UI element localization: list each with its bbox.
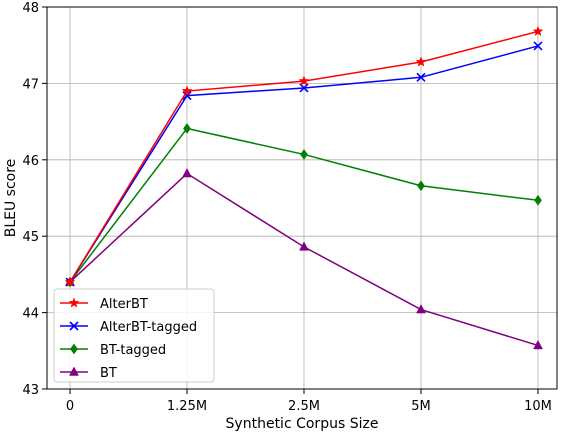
legend: AlterBT AlterBT-tagged BT-tagged BT — [53, 288, 215, 383]
legend-label: AlterBT-tagged — [100, 320, 197, 335]
data-point — [300, 149, 308, 160]
legend-marker — [69, 321, 79, 331]
series-alterbt-tagged — [65, 41, 543, 287]
y-tick-label: 43 — [22, 383, 39, 398]
legend-marker — [70, 343, 78, 355]
data-point — [183, 123, 191, 134]
data-point — [415, 56, 427, 67]
data-point — [298, 75, 310, 86]
data-point — [534, 194, 542, 206]
x-tick-label: 1.25M — [167, 399, 207, 414]
legend-label: BT — [100, 366, 117, 381]
legend-label: AlterBT — [100, 297, 148, 312]
legend-item: AlterBT-tagged — [60, 320, 197, 335]
legend-label: BT-tagged — [100, 343, 166, 358]
legend-item: BT-tagged — [60, 343, 166, 358]
x-tick-label: 0 — [66, 399, 74, 414]
y-tick-label: 47 — [22, 77, 39, 92]
data-point — [533, 41, 543, 51]
data-point — [533, 339, 543, 350]
axis-ticks: 0 1.25M 2.5M 5M 10M 43 44 45 46 47 48 — [22, 1, 551, 414]
data-point — [417, 180, 425, 192]
y-tick-label: 44 — [22, 307, 39, 322]
legend-marker — [69, 366, 79, 376]
data-point — [64, 276, 76, 287]
y-tick-label: 46 — [22, 154, 39, 169]
legend-box — [53, 288, 215, 383]
y-axis-label: BLEU score — [3, 159, 19, 238]
x-tick-label: 5M — [411, 399, 431, 414]
data-point — [416, 304, 426, 314]
data-point — [532, 25, 544, 37]
legend-item: BT — [60, 366, 117, 381]
legend-item: AlterBT — [60, 297, 148, 312]
y-tick-label: 48 — [22, 1, 39, 16]
x-tick-label: 2.5M — [288, 399, 320, 414]
data-point — [299, 83, 309, 93]
legend-marker — [68, 297, 80, 308]
series-lines — [64, 25, 544, 350]
series-alterbt — [64, 25, 544, 287]
plot-frame — [46, 6, 558, 390]
data-point — [299, 241, 309, 251]
data-point — [416, 72, 426, 82]
data-point — [182, 168, 192, 178]
x-tick-label: 10M — [524, 399, 552, 414]
y-tick-label: 45 — [22, 230, 39, 245]
x-axis-label: Synthetic Corpus Size — [226, 416, 379, 432]
data-point — [181, 85, 193, 96]
data-point — [182, 91, 192, 101]
